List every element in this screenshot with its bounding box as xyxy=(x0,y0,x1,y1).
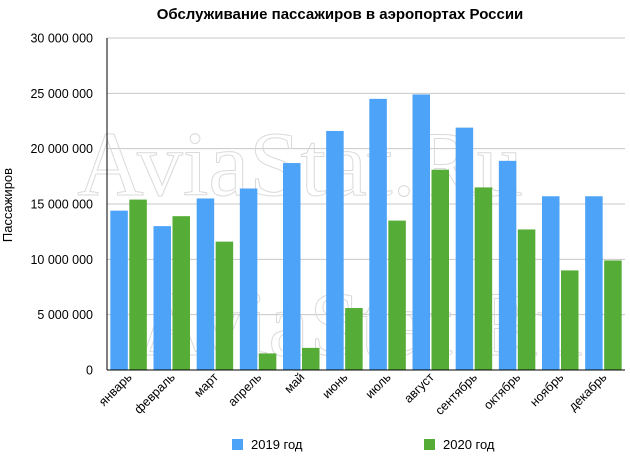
y-axis-label: Пассажиров xyxy=(0,168,15,242)
bar-2020-0 xyxy=(129,199,147,370)
bar-2019-5 xyxy=(326,130,344,370)
bar-2019-3 xyxy=(239,188,258,370)
x-tick-label: ноябрь xyxy=(527,370,566,409)
y-tick-label: 5 000 000 xyxy=(37,308,93,322)
bar-2020-5 xyxy=(345,308,363,370)
bar-2020-8 xyxy=(474,187,493,370)
x-tick-label: октябрь xyxy=(481,370,523,412)
y-tick-label: 20 000 000 xyxy=(30,142,93,156)
legend-label-2020: 2020 год xyxy=(443,437,495,452)
bar-2019-9 xyxy=(498,160,517,370)
legend: 2019 год 2020 год xyxy=(232,437,495,452)
bar-2019-10 xyxy=(542,196,560,370)
y-axis-ticks: 0 5 000 000 10 000 000 15 000 000 20 000 000… xyxy=(30,32,93,378)
grid xyxy=(107,37,625,316)
x-tick-label: апрель xyxy=(225,370,264,409)
bar-2019-8 xyxy=(455,127,474,370)
axes xyxy=(106,38,625,371)
y-tick-label: 15 000 000 xyxy=(30,198,93,212)
y-tick-label: 25 000 000 xyxy=(30,87,93,101)
y-tick-label: 10 000 000 xyxy=(30,253,93,267)
bar-2019-4 xyxy=(283,163,301,370)
bar-2020-7 xyxy=(431,169,449,370)
y-tick-label: 30 000 000 xyxy=(30,32,93,46)
legend-swatch-2020 xyxy=(424,439,435,450)
bar-2020-6 xyxy=(388,220,406,370)
bar-2020-9 xyxy=(517,229,536,370)
x-tick-label: декабрь xyxy=(566,370,610,414)
bar-2019-7 xyxy=(412,94,430,370)
bar-2019-6 xyxy=(369,98,387,370)
x-tick-label: сентябрь xyxy=(432,370,480,418)
x-tick-label: август xyxy=(401,370,437,406)
bar-2019-0 xyxy=(110,210,128,370)
legend-label-2019: 2019 год xyxy=(251,437,303,452)
bar-2020-1 xyxy=(172,216,190,370)
bar-2020-4 xyxy=(302,347,320,370)
bar-2020-11 xyxy=(604,260,622,370)
bar-2019-1 xyxy=(153,226,171,370)
bar-2020-10 xyxy=(561,270,579,370)
x-tick-label: февраль xyxy=(131,370,177,416)
bar-2019-11 xyxy=(585,196,603,370)
y-tick-label: 0 xyxy=(86,364,93,378)
bar-2019-2 xyxy=(196,198,215,370)
x-tick-label: январь xyxy=(96,370,135,409)
bar-2020-2 xyxy=(215,241,234,370)
chart-title: Обслуживание пассажиров в аэропортах Рос… xyxy=(157,6,524,23)
legend-swatch-2019 xyxy=(232,439,243,450)
bar-2020-3 xyxy=(258,353,277,370)
bars xyxy=(110,94,622,370)
